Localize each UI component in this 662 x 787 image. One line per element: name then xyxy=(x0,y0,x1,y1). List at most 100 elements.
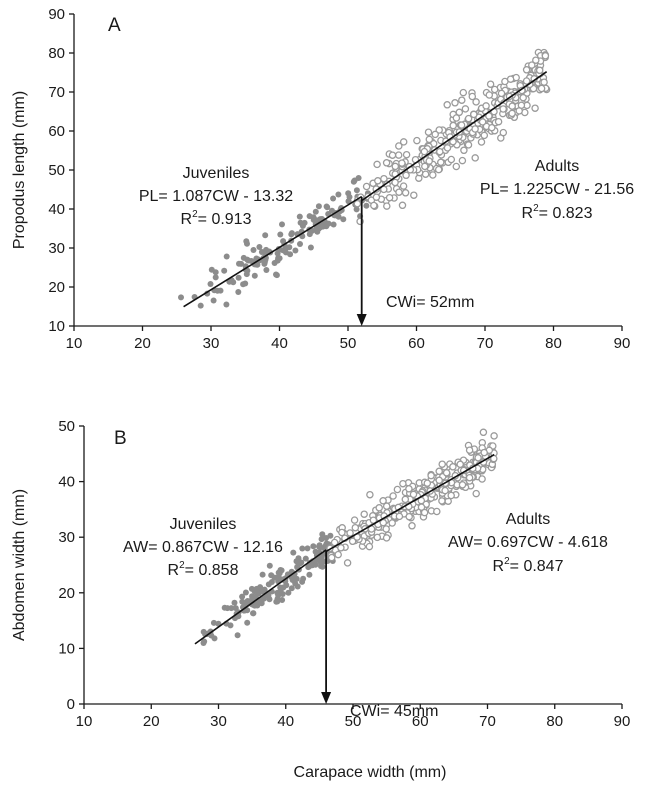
panel-b-adults-point xyxy=(474,454,482,462)
panel-b-adults-point xyxy=(438,460,446,468)
panel-a-juveniles-point xyxy=(197,302,204,309)
panel-a-juveniles-point xyxy=(353,187,360,194)
panel-a-adults-point xyxy=(471,154,479,162)
panel-a-adults-point xyxy=(540,78,548,86)
panel-b-adults-point xyxy=(360,510,368,518)
panel-b-adults-point xyxy=(405,485,413,493)
panel-a-adults-point xyxy=(460,146,468,155)
panel-b-adults-point xyxy=(348,537,357,546)
panel-a-juveniles-r2-value: 0.913 xyxy=(211,211,251,228)
panel-a-y-tick-label: 90 xyxy=(48,6,65,23)
panel-b-y-axis-label: Abdomen width (mm) xyxy=(11,489,28,641)
panel-a-y-axis-label: Propodus length (mm) xyxy=(11,91,28,249)
panel-a-x-tick-label: 60 xyxy=(408,335,425,352)
panel-b-x-tick-label: 40 xyxy=(277,713,294,730)
panel-a-juveniles-point xyxy=(256,244,263,250)
panel-a-juveniles-point xyxy=(274,257,281,264)
panel-a-y-tick-label: 40 xyxy=(48,201,65,218)
panel-a-adults-point xyxy=(425,157,433,165)
panel-a-adults-point xyxy=(424,128,433,136)
panel-a-x-tick-label: 80 xyxy=(545,335,562,352)
panel-b-juveniles-equation: AW= 0.867CW - 12.16 xyxy=(123,539,283,556)
panel-a-x-tick-label: 40 xyxy=(271,335,288,352)
panel-b-juveniles-point xyxy=(299,578,306,585)
panel-b-juveniles-point xyxy=(250,610,256,617)
panel-a: 10 20 30 40 50 60 70 80 90 10 20 30 40 50 60 70 80 90 Pr… xyxy=(11,6,634,352)
panel-a-adults-point xyxy=(488,123,496,132)
panel-b-x-tick-label: 70 xyxy=(479,713,496,730)
panel-a-juveniles-point xyxy=(261,259,268,266)
panel-b-juveniles-point xyxy=(323,540,330,547)
panel-a-adults-point xyxy=(380,174,388,183)
panel-a-juveniles-point xyxy=(263,267,270,273)
panel-a-adults-point xyxy=(452,162,461,171)
panel-a-adults-point xyxy=(508,102,516,110)
panel-a-juveniles-point xyxy=(350,178,357,185)
panel-a-juveniles-point xyxy=(296,213,303,220)
panel-a-juveniles-point xyxy=(251,272,258,279)
panel-a-adults-point xyxy=(449,121,457,130)
panel-a-adults-point xyxy=(437,158,445,167)
panel-a-juveniles-point xyxy=(238,260,245,267)
panel-b-adults-point xyxy=(465,446,474,454)
panel-a-adults-point xyxy=(382,159,391,167)
panel-a-adults-point xyxy=(391,178,399,187)
panel-b-adults-point xyxy=(405,512,413,521)
panel-a-adults-r2-value: 0.823 xyxy=(552,205,592,222)
panel-a-juveniles-point xyxy=(288,230,295,237)
panel-b-juveniles-point xyxy=(224,605,231,612)
panel-a-adults-point xyxy=(494,117,503,126)
panel-b-x-tick-label: 10 xyxy=(76,713,93,730)
panel-b-adults-point xyxy=(456,460,464,469)
panel-a-x-ticks: 10 20 30 40 50 60 70 80 90 xyxy=(66,326,631,352)
panel-b-adults-point xyxy=(327,553,336,562)
panel-a-adults-point xyxy=(394,151,403,159)
panel-a-adults-point xyxy=(398,159,406,167)
panel-b-juveniles-point xyxy=(259,571,266,578)
panel-a-adults-point xyxy=(490,85,499,94)
panel-b-juveniles-point xyxy=(312,548,319,555)
panel-a-adults-point xyxy=(470,110,478,119)
panel-b-juveniles-point xyxy=(298,559,305,566)
panel-b-juveniles-point xyxy=(248,585,255,592)
panel-a-x-tick-label: 90 xyxy=(614,335,631,352)
panel-a-juveniles-point xyxy=(217,287,224,294)
panel-a-adults-fit-line xyxy=(361,71,548,202)
panel-b-juveniles-point xyxy=(231,599,238,606)
panel-a-adults-point xyxy=(458,96,466,104)
panel-b-adults-point xyxy=(423,479,432,487)
panel-a-adults-point xyxy=(401,189,410,197)
panel-b-adults-point xyxy=(442,469,451,477)
panel-b-x-tick-label: 30 xyxy=(210,713,227,730)
panel-a-juveniles-point xyxy=(330,221,337,228)
panel-b-adults-point xyxy=(480,448,488,457)
panel-a-adults-point xyxy=(420,147,429,156)
panel-b-y-tick-label: 0 xyxy=(67,696,75,713)
panel-b-adults-point xyxy=(465,473,474,482)
panel-b-juveniles-point xyxy=(232,605,239,612)
panel-b-juveniles-point xyxy=(234,632,241,639)
panel-a-juveniles-point xyxy=(223,253,230,260)
panel-b-juveniles-point xyxy=(319,531,326,538)
panel-a-adults-point xyxy=(391,162,400,171)
panel-a-adults-point xyxy=(522,77,531,85)
panel-b-x-tick-label: 90 xyxy=(614,713,631,730)
panel-b-adults-point xyxy=(365,542,374,551)
panel-a-y-tick-label: 50 xyxy=(48,162,65,179)
panel-b-juveniles-point xyxy=(318,536,325,543)
panel-a-adults-point xyxy=(485,91,494,99)
panel-a-adults-point xyxy=(372,193,381,201)
panel-b-adults-point xyxy=(343,559,352,567)
panel-b-adults-point xyxy=(427,471,435,480)
panel-a-juveniles-equation: PL= 1.087CW - 13.32 xyxy=(139,188,293,205)
panel-b-adults-point xyxy=(366,490,374,499)
panel-a-juveniles-point xyxy=(286,244,293,251)
panel-b-adults-point xyxy=(337,544,345,552)
panel-b-adults-point xyxy=(375,504,383,512)
panel-a-juveniles-point xyxy=(280,247,287,254)
panel-b-juveniles-point xyxy=(318,554,325,561)
panel-a-juveniles-point xyxy=(243,271,250,278)
panel-a-adults-point xyxy=(362,182,371,191)
panel-a-adults-point xyxy=(431,130,439,139)
panel-a-juveniles-point xyxy=(323,203,330,210)
